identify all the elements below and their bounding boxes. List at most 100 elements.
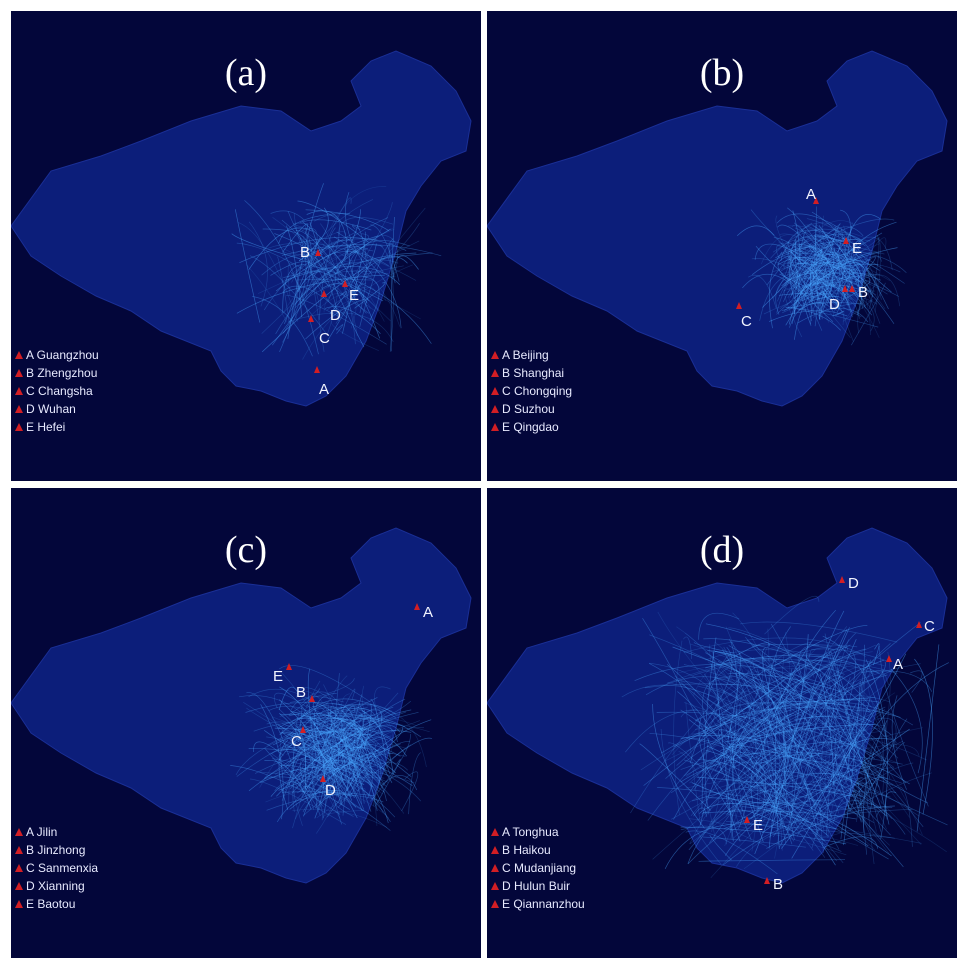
flow-line	[802, 226, 864, 260]
flow-line	[833, 276, 851, 303]
flow-line	[327, 269, 337, 302]
flow-line	[803, 224, 821, 262]
legend-item: D Wuhan	[15, 400, 99, 418]
flow-line	[666, 664, 802, 821]
flow-line	[294, 777, 385, 820]
flow-line	[712, 711, 844, 790]
flow-line	[705, 652, 875, 759]
flow-line	[298, 698, 397, 720]
flow-line	[811, 740, 904, 849]
flow-line	[321, 734, 388, 775]
flow-line	[794, 239, 805, 260]
flow-line	[370, 224, 400, 282]
legend-item: D Xianning	[15, 877, 98, 895]
flow-line	[755, 686, 899, 759]
flow-line	[830, 256, 882, 297]
flow-line	[712, 758, 783, 802]
flow-line	[328, 703, 397, 715]
flow-line	[803, 709, 817, 786]
flow-line	[287, 183, 324, 339]
flow-line	[843, 225, 881, 324]
flow-line	[683, 664, 895, 768]
flow-line	[685, 701, 701, 826]
flow-line	[726, 710, 740, 825]
flow-line	[270, 210, 305, 221]
marker-icon	[491, 882, 499, 890]
flow-line	[312, 742, 317, 800]
flow-line	[794, 254, 881, 292]
flow-line	[783, 280, 869, 292]
city-marker-icon	[838, 576, 845, 583]
flow-line	[806, 218, 882, 300]
flow-line	[709, 674, 888, 764]
flow-line	[832, 253, 871, 296]
flow-line	[711, 664, 883, 683]
flow-line	[706, 745, 836, 866]
flow-line	[843, 681, 861, 846]
flow-line	[648, 662, 782, 825]
flow-line	[311, 732, 357, 779]
flow-line	[811, 237, 880, 279]
flow-line	[787, 643, 891, 831]
flow-line	[680, 680, 795, 842]
flow-line	[753, 704, 759, 813]
flow-line	[366, 727, 404, 764]
flow-line	[299, 730, 365, 742]
flow-line	[777, 239, 871, 294]
flow-line	[722, 806, 893, 866]
flow-line	[845, 661, 886, 704]
flow-line	[692, 660, 823, 678]
flow-line	[770, 623, 864, 794]
flow-line	[266, 736, 355, 798]
flow-line	[801, 781, 947, 853]
flow-line	[702, 686, 818, 789]
flow-line	[303, 732, 370, 773]
flow-line	[351, 225, 361, 231]
city-marker-icon	[308, 695, 315, 702]
flow-line	[298, 706, 303, 743]
flow-line	[357, 225, 367, 314]
flow-line	[327, 740, 411, 818]
flow-line	[698, 859, 846, 862]
flow-line	[703, 638, 845, 675]
flow-line	[723, 646, 824, 815]
flow-line	[297, 270, 323, 293]
flow-line	[809, 254, 826, 301]
flow-line	[852, 236, 893, 271]
flow-line	[746, 639, 906, 784]
flow-line	[302, 786, 350, 810]
flow-line	[803, 262, 856, 274]
flow-line	[814, 257, 853, 287]
flow-line	[346, 738, 371, 790]
flow-line	[323, 714, 361, 730]
flow-line	[810, 648, 888, 662]
flow-line	[786, 255, 864, 293]
flow-line	[291, 761, 368, 794]
flow-line	[336, 727, 392, 747]
flow-line	[783, 754, 920, 817]
flow-line	[695, 718, 839, 817]
flow-line	[814, 270, 843, 313]
flow-line	[246, 707, 301, 741]
flow-line	[348, 250, 368, 303]
flow-line	[279, 706, 351, 717]
marker-icon	[15, 828, 23, 836]
flow-line	[707, 650, 837, 731]
flow-line	[791, 244, 835, 296]
china-landmass	[487, 527, 948, 884]
flow-line	[665, 697, 876, 779]
flow-line	[324, 732, 378, 826]
flow-line	[720, 682, 788, 784]
flow-line	[330, 320, 380, 352]
flow-line	[320, 223, 339, 336]
flow-line	[724, 654, 777, 761]
flow-line	[294, 265, 404, 309]
flow-line	[676, 626, 733, 687]
flow-line	[789, 249, 823, 298]
flow-line	[357, 727, 377, 789]
flow-line	[282, 223, 309, 253]
flow-line	[760, 694, 890, 725]
flow-line	[314, 214, 341, 257]
flow-line	[868, 718, 908, 818]
flow-line	[857, 749, 924, 828]
